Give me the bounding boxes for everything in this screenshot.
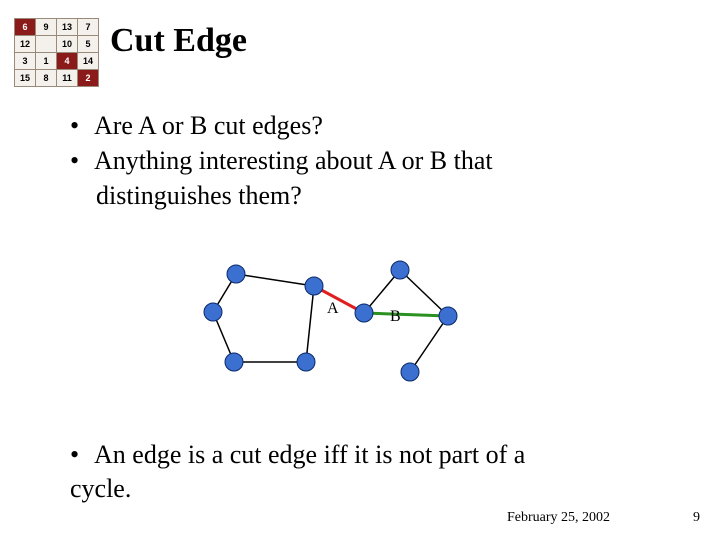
logo-cell: 4 (57, 53, 78, 70)
bullet-dot-icon: • (70, 143, 94, 178)
bullet-2: • Anything interesting about A or B that (70, 143, 650, 178)
logo-cell: 9 (36, 19, 57, 36)
bullet-1: • Are A or B cut edges? (70, 108, 650, 143)
bullet-dot-icon: • (70, 438, 94, 472)
logo-cell: 15 (15, 70, 36, 87)
logo-cell: 14 (78, 53, 99, 70)
logo-cell: 1 (36, 53, 57, 70)
logo-cell: 2 (78, 70, 99, 87)
logo-cell: 6 (15, 19, 36, 36)
graph-svg (190, 260, 480, 410)
puzzle-logo: 691371210531414158112 (14, 18, 99, 87)
logo-cell (36, 36, 57, 53)
logo-cell: 10 (57, 36, 78, 53)
top-bullets: • Are A or B cut edges? • Anything inter… (70, 108, 650, 213)
bullet-1-text: Are A or B cut edges? (94, 108, 323, 143)
slide: 691371210531414158112 Cut Edge • Are A o… (0, 0, 720, 540)
bullet-dot-icon: • (70, 108, 94, 143)
logo-cell: 7 (78, 19, 99, 36)
logo-cell: 11 (57, 70, 78, 87)
bottom-bullets: • An edge is a cut edge iff it is not pa… (70, 438, 670, 506)
bullet-2-line1: Anything interesting about A or B that (94, 143, 493, 178)
bullet-3-line2: cycle. (70, 472, 670, 506)
bullet-3-line1: An edge is a cut edge iff it is not part… (94, 438, 525, 472)
logo-cell: 8 (36, 70, 57, 87)
bullet-3: • An edge is a cut edge iff it is not pa… (70, 438, 670, 472)
edge-label-a: A (327, 300, 339, 318)
footer-date: February 25, 2002 (507, 510, 610, 526)
edge-label-b: B (390, 308, 401, 326)
bullet-2-line2: distinguishes them? (70, 178, 650, 213)
logo-cell: 13 (57, 19, 78, 36)
logo-cell: 3 (15, 53, 36, 70)
logo-cell: 12 (15, 36, 36, 53)
slide-title: Cut Edge (110, 22, 247, 60)
graph-diagram: A B (190, 260, 480, 410)
footer-page-number: 9 (693, 510, 700, 526)
logo-cell: 5 (78, 36, 99, 53)
